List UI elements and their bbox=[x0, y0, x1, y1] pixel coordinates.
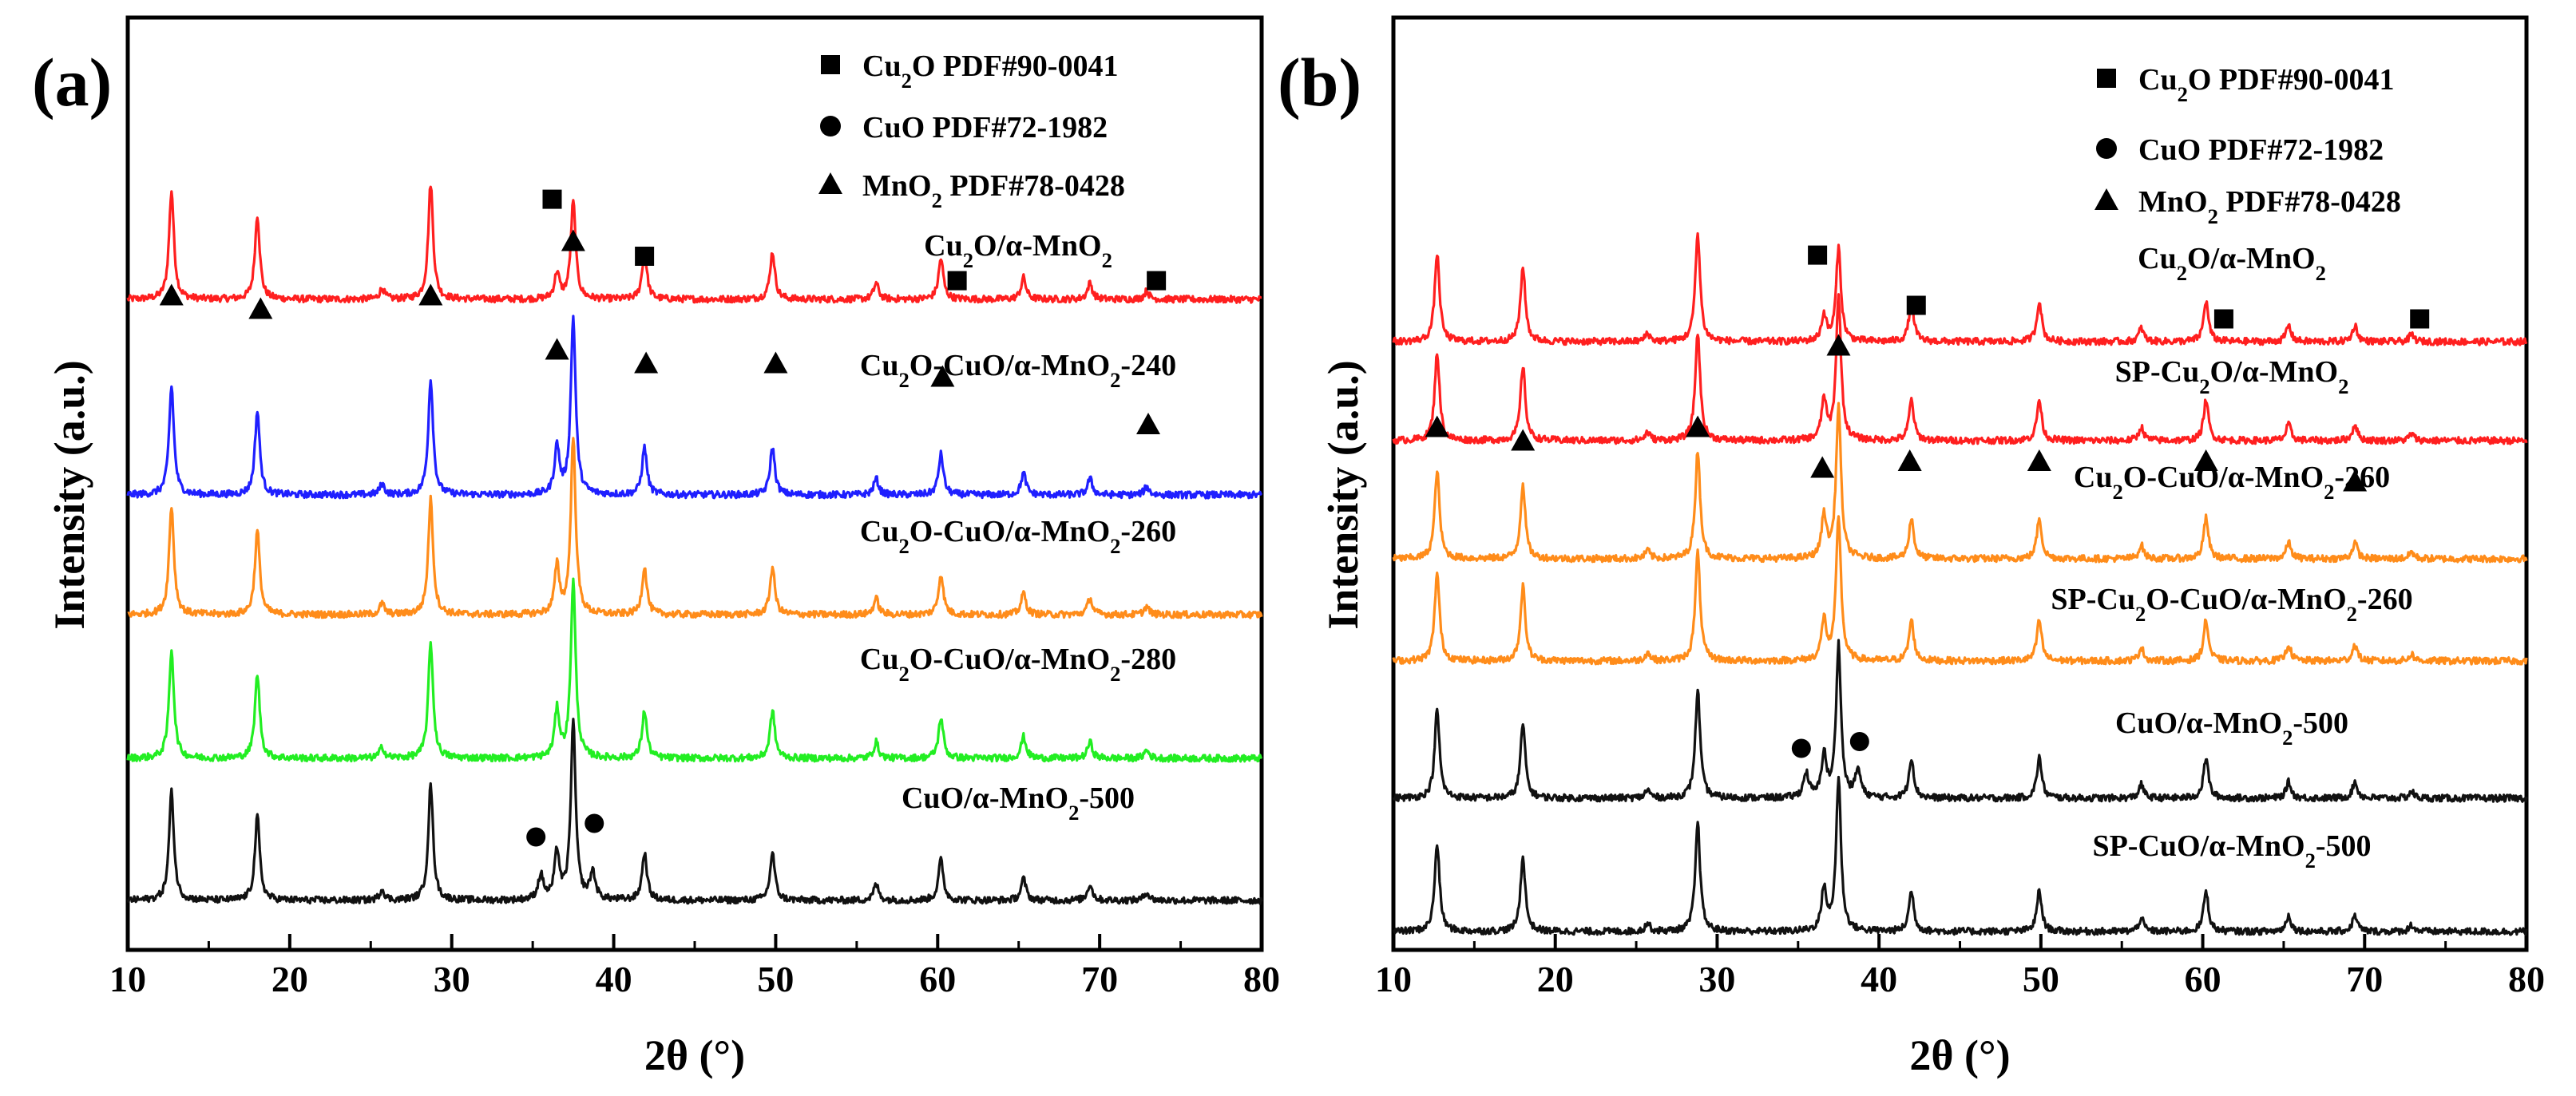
cuo-peak-marker bbox=[1791, 738, 1811, 758]
x-tick-label: 70 bbox=[1081, 959, 1118, 999]
panel-label: (b) bbox=[1278, 44, 1361, 121]
cu2o-peak-marker bbox=[542, 189, 562, 209]
series-line bbox=[1392, 402, 2528, 564]
x-tick-label: 20 bbox=[271, 959, 308, 999]
legend-triangle-marker bbox=[818, 172, 842, 194]
series-label: SP-Cu2O/α-MnO2 bbox=[2115, 355, 2349, 398]
panel-a: 10 20 30 40 50 60 70 80 2θ (°) Intensity (a.u.) (a… bbox=[32, 15, 1280, 1079]
legend-label: MnO2 PDF#78-0428 bbox=[2138, 185, 2401, 228]
series-label: Cu2O-CuO/α-MnO2-260 bbox=[860, 515, 1176, 558]
series-line bbox=[126, 577, 1262, 763]
cu2o-peak-marker bbox=[1147, 271, 1167, 291]
legend-label: CuO PDF#72-1982 bbox=[862, 111, 1108, 144]
cu2o-peak-marker bbox=[2213, 309, 2233, 329]
mno2-peak-marker bbox=[545, 338, 569, 360]
mno2-peak-marker bbox=[1686, 415, 1710, 437]
series-line bbox=[1392, 293, 2528, 445]
panel-b: 10 20 30 40 50 60 70 80 2θ (°) Intensity (a.u.) (b… bbox=[1278, 15, 2545, 1079]
mno2-peak-marker bbox=[1425, 415, 1449, 437]
series-line bbox=[126, 315, 1263, 500]
legend-square-marker bbox=[821, 55, 840, 74]
series-label: Cu2O-CuO/α-MnO2-260 bbox=[2074, 461, 2390, 504]
legend-triangle-marker bbox=[2094, 188, 2118, 210]
y-axis-title: Intensity (a.u.) bbox=[46, 360, 93, 630]
mno2-peak-marker bbox=[248, 297, 273, 319]
mno2-peak-marker bbox=[2027, 449, 2051, 471]
mno2-peak-marker bbox=[2343, 469, 2368, 492]
x-tick-label: 30 bbox=[434, 959, 470, 999]
x-tick-label: 30 bbox=[1698, 959, 1735, 999]
cu2o-peak-marker bbox=[635, 247, 655, 266]
x-tick-label: 80 bbox=[1243, 959, 1280, 999]
mno2-peak-marker bbox=[634, 351, 659, 374]
x-tick-label: 50 bbox=[757, 959, 794, 999]
x-tick-label: 60 bbox=[2185, 959, 2221, 999]
mno2-peak-marker bbox=[159, 283, 184, 306]
x-tick-label: 70 bbox=[2346, 959, 2383, 999]
series-label: CuO/α-MnO2-500 bbox=[902, 781, 1135, 825]
x-axis-title: 2θ (°) bbox=[1909, 1031, 2010, 1079]
x-tick-label: 20 bbox=[1537, 959, 1574, 999]
cu2o-peak-marker bbox=[1906, 295, 1926, 315]
mno2-peak-marker bbox=[930, 365, 955, 387]
series-line bbox=[1392, 231, 2528, 346]
series-line bbox=[1392, 639, 2528, 803]
series-label: Cu2O/α-MnO2 bbox=[2138, 242, 2326, 285]
legend-circle-marker bbox=[820, 116, 841, 137]
x-tick-label: 40 bbox=[1861, 959, 1897, 999]
mno2-peak-marker bbox=[1511, 429, 1536, 451]
series-label: Cu2O-CuO/α-MnO2-280 bbox=[860, 643, 1176, 686]
series-label: Cu2O/α-MnO2 bbox=[924, 229, 1112, 272]
panel-label: (a) bbox=[32, 44, 112, 121]
cu2o-peak-marker bbox=[2410, 309, 2430, 329]
x-tick-label: 10 bbox=[109, 959, 146, 999]
legend-label: MnO2 PDF#78-0428 bbox=[862, 169, 1125, 212]
legend-circle-marker bbox=[2096, 138, 2117, 159]
legend-label: Cu2O PDF#90-0041 bbox=[862, 49, 1118, 93]
legend-square-marker bbox=[2097, 69, 2116, 88]
mno2-peak-marker bbox=[1826, 334, 1851, 356]
cuo-peak-marker bbox=[1849, 732, 1869, 751]
x-tick-label: 80 bbox=[2508, 959, 2545, 999]
x-tick-label: 50 bbox=[2023, 959, 2059, 999]
series-line bbox=[126, 718, 1263, 905]
mno2-peak-marker bbox=[1136, 413, 1160, 434]
legend-label: CuO PDF#72-1982 bbox=[2138, 133, 2384, 167]
legend-label: Cu2O PDF#90-0041 bbox=[2138, 63, 2394, 106]
x-tick-label: 60 bbox=[919, 959, 956, 999]
mno2-peak-marker bbox=[1897, 449, 1922, 471]
cuo-peak-marker bbox=[526, 827, 546, 847]
mno2-peak-marker bbox=[2194, 449, 2218, 471]
series-line bbox=[1392, 775, 2528, 936]
y-axis-title: Intensity (a.u.) bbox=[1319, 360, 1367, 630]
series-label: SP-Cu2O-CuO/α-MnO2-260 bbox=[2051, 583, 2412, 626]
cuo-peak-marker bbox=[585, 813, 604, 833]
mno2-peak-marker bbox=[763, 351, 788, 374]
cu2o-peak-marker bbox=[947, 271, 967, 291]
series-line bbox=[1392, 515, 2528, 666]
mno2-peak-marker bbox=[1810, 456, 1835, 478]
series-label: Cu2O-CuO/α-MnO2-240 bbox=[860, 349, 1176, 392]
mno2-peak-marker bbox=[561, 229, 585, 251]
series-label: CuO/α-MnO2-500 bbox=[2115, 706, 2348, 750]
mno2-peak-marker bbox=[418, 283, 443, 306]
series-label: SP-CuO/α-MnO2-500 bbox=[2092, 829, 2371, 872]
series-line bbox=[126, 185, 1262, 304]
cu2o-peak-marker bbox=[1808, 245, 1828, 265]
x-axis-title: 2θ (°) bbox=[644, 1031, 745, 1079]
x-tick-label: 10 bbox=[1375, 959, 1412, 999]
series-line bbox=[127, 437, 1263, 619]
x-tick-label: 40 bbox=[596, 959, 632, 999]
